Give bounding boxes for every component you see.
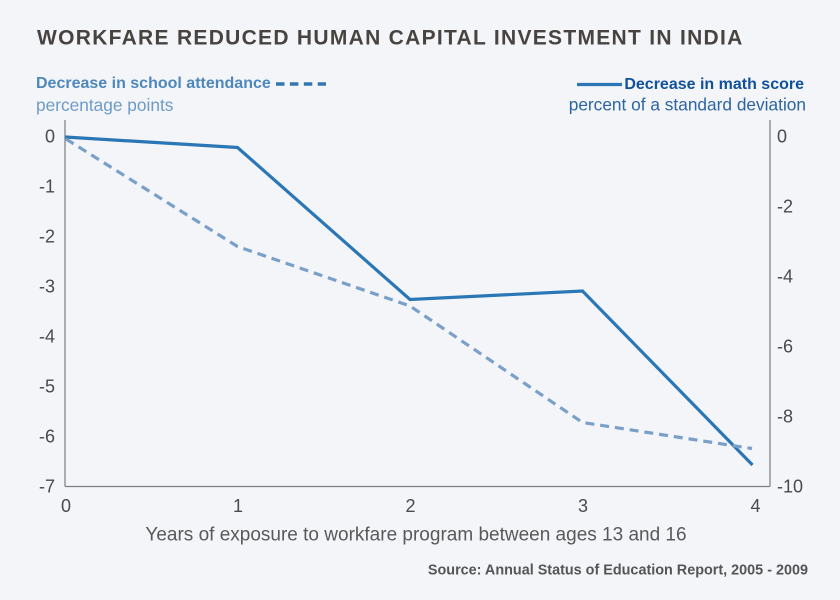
- svg-text:4: 4: [750, 496, 760, 516]
- svg-text:1: 1: [233, 496, 243, 516]
- svg-text:-6: -6: [39, 427, 55, 447]
- svg-text:Decrease in school attendance: Decrease in school attendance: [36, 75, 271, 92]
- svg-text:0: 0: [45, 127, 55, 147]
- svg-text:2: 2: [405, 496, 415, 516]
- svg-text:0: 0: [61, 496, 71, 516]
- svg-text:-3: -3: [39, 277, 55, 297]
- svg-text:-4: -4: [777, 267, 793, 287]
- svg-text:Source: Annual Status of Educa: Source: Annual Status of Education Repor…: [428, 563, 808, 579]
- svg-text:-2: -2: [39, 227, 55, 247]
- svg-text:-10: -10: [777, 477, 803, 497]
- svg-text:percent of a standard deviatio: percent of a standard deviation: [569, 95, 806, 115]
- svg-text:-6: -6: [777, 337, 793, 357]
- svg-text:Years of exposure to workfare: Years of exposure to workfare program be…: [145, 525, 686, 546]
- svg-text:WORKFARE REDUCED HUMAN CAPITAL: WORKFARE REDUCED HUMAN CAPITAL INVESTMEN…: [37, 27, 744, 50]
- svg-text:0: 0: [777, 127, 787, 147]
- svg-text:-4: -4: [39, 327, 55, 347]
- svg-text:-1: -1: [39, 177, 55, 197]
- svg-text:3: 3: [578, 496, 588, 516]
- svg-text:percentage points: percentage points: [36, 95, 174, 115]
- svg-text:Decrease in math score: Decrease in math score: [624, 76, 804, 93]
- svg-text:-5: -5: [39, 377, 55, 397]
- svg-text:-8: -8: [777, 407, 793, 427]
- svg-text:-7: -7: [39, 477, 55, 497]
- svg-text:-2: -2: [777, 197, 793, 217]
